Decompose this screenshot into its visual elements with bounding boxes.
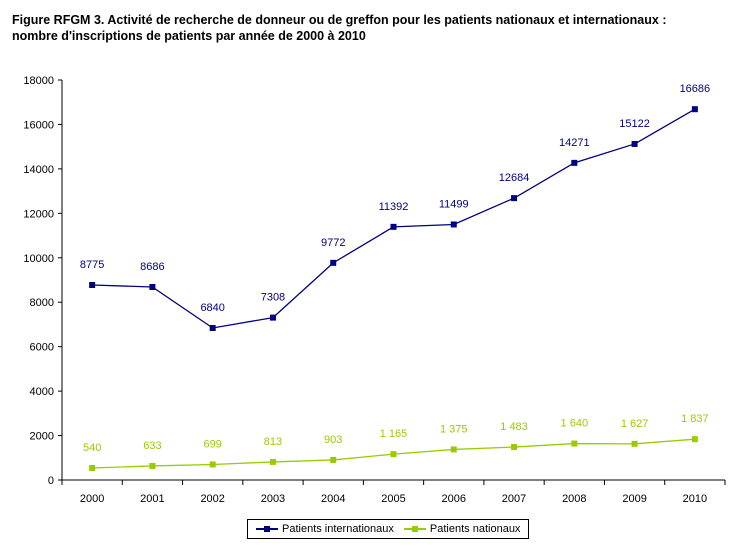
data-label-1: 540 — [83, 442, 101, 454]
data-point-1 — [511, 444, 518, 451]
y-axis-tick-label: 8000 — [30, 297, 54, 309]
y-axis-tick-label: 4000 — [30, 386, 54, 398]
data-point-1 — [330, 456, 337, 463]
chart-title-line-2: nombre d'inscriptions de patients par an… — [12, 29, 366, 43]
data-label-0: 8686 — [140, 261, 164, 273]
x-axis-tick-label: 2001 — [140, 493, 164, 505]
data-label-1: 1 483 — [500, 421, 528, 433]
legend-item-international: Patients internationaux — [256, 523, 394, 535]
data-point-0 — [390, 223, 397, 230]
data-label-1: 903 — [324, 434, 342, 446]
data-point-0 — [571, 159, 578, 166]
data-point-0 — [330, 259, 337, 266]
data-point-0 — [450, 221, 457, 228]
data-point-0 — [269, 314, 276, 321]
data-label-1: 699 — [204, 438, 222, 450]
y-axis-tick-label: 16000 — [23, 119, 54, 131]
y-axis-tick-label: 2000 — [30, 431, 54, 443]
x-axis-tick-label: 2004 — [321, 493, 345, 505]
data-label-0: 7308 — [261, 292, 285, 304]
data-point-1 — [691, 436, 698, 443]
series-line-0 — [92, 108, 696, 329]
data-label-0: 6840 — [200, 302, 224, 314]
y-axis-tick-label: 10000 — [23, 253, 54, 265]
x-axis-tick-label: 2002 — [200, 493, 224, 505]
legend-marker-national — [403, 524, 426, 534]
data-label-0: 12684 — [499, 172, 530, 184]
x-axis-tick-label: 2000 — [80, 493, 104, 505]
data-point-0 — [149, 283, 156, 290]
x-axis-tick-label: 2007 — [502, 493, 526, 505]
data-label-0: 11499 — [439, 198, 469, 210]
y-axis-tick-label: 18000 — [23, 75, 54, 87]
data-point-1 — [571, 440, 578, 447]
data-label-1: 1 837 — [681, 413, 709, 425]
data-label-0: 11392 — [379, 201, 409, 213]
data-label-1: 1 375 — [440, 423, 468, 435]
data-point-0 — [89, 282, 96, 288]
data-point-0 — [511, 195, 518, 202]
data-point-0 — [631, 140, 638, 147]
y-axis-tick-label: 6000 — [30, 342, 54, 354]
data-point-1 — [269, 458, 276, 465]
data-label-1: 1 165 — [380, 428, 408, 440]
data-label-0: 9772 — [321, 237, 345, 249]
data-point-0 — [209, 325, 216, 331]
data-point-1 — [631, 440, 638, 447]
x-axis-tick-label: 2008 — [562, 493, 586, 505]
chart-legend: Patients internationaux Patients nationa… — [247, 519, 530, 539]
legend-marker-international — [256, 524, 278, 534]
data-label-0: 14271 — [559, 137, 590, 149]
legend-item-national: Patients nationaux — [403, 523, 521, 535]
legend-label-national: Patients nationaux — [429, 523, 521, 535]
data-label-1: 633 — [143, 440, 161, 452]
data-label-0: 16686 — [680, 83, 711, 95]
data-point-1 — [209, 461, 216, 468]
data-point-1 — [450, 446, 457, 453]
data-point-1 — [149, 462, 156, 469]
x-axis-tick-label: 2010 — [683, 493, 707, 505]
data-label-0: 15122 — [619, 118, 650, 130]
data-label-1: 813 — [264, 436, 282, 448]
y-axis-tick-label: 14000 — [23, 164, 54, 176]
data-point-1 — [89, 465, 96, 471]
data-label-1: 1 627 — [621, 418, 649, 430]
chart-title: Figure RFGM 3. Activité de recherche de … — [12, 12, 732, 44]
data-point-1 — [390, 451, 397, 458]
x-axis-tick-label: 2009 — [622, 493, 646, 505]
data-label-0: 8775 — [80, 259, 104, 271]
x-axis-tick-label: 2005 — [381, 493, 405, 505]
x-axis-tick-label: 2006 — [442, 493, 466, 505]
data-point-0 — [691, 106, 698, 113]
y-axis-tick-label: 12000 — [23, 208, 54, 220]
chart-title-line-1: Figure RFGM 3. Activité de recherche de … — [12, 13, 667, 27]
y-axis-tick-label: 0 — [48, 475, 54, 487]
x-axis-tick-label: 2003 — [261, 493, 285, 505]
legend-label-international: Patients internationaux — [282, 523, 394, 535]
data-label-1: 1 640 — [561, 418, 589, 430]
